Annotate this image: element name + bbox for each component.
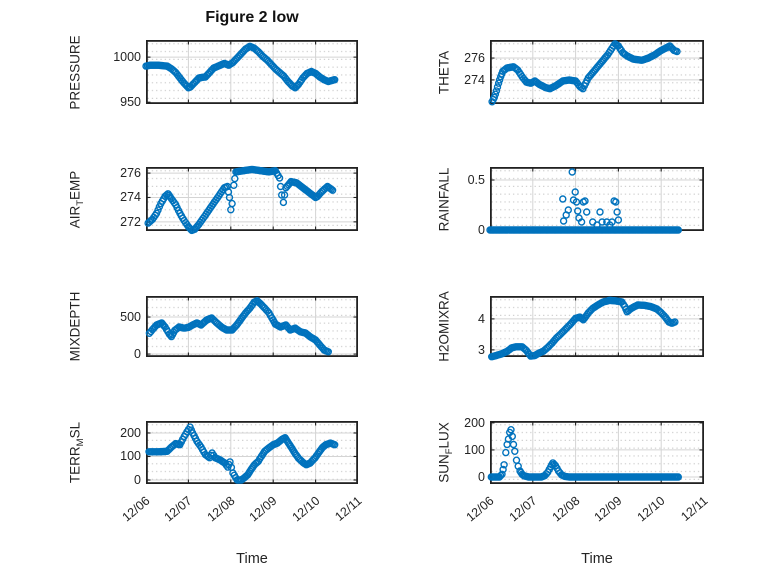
y-tick-label: 4 <box>478 311 485 326</box>
x-tick-label: 12/09 <box>591 493 625 525</box>
y-tick-label: 200 <box>464 415 485 430</box>
plot-canvas-THETA <box>488 39 704 106</box>
data-series-H2OMIXRA <box>488 296 679 361</box>
x-axis-title-right: Time <box>581 551 613 567</box>
data-series-TERR_MSL <box>145 423 339 484</box>
subplot-TERR_MSL: 0 100 200 TERRMSL 12/06 12/07 12/08 12/09 12/10 1… <box>68 420 364 524</box>
y-axis-label-H2OMIXRA: H2OMIXRA <box>436 291 452 362</box>
plot-canvas-MIXDEPTH <box>145 295 358 358</box>
plot-canvas-SUN_FLUX <box>487 420 704 485</box>
x-tick-label: 12/08 <box>549 493 583 525</box>
y-tick-label: 0 <box>134 347 141 362</box>
x-tick-label: 12/11 <box>332 493 365 524</box>
subplot-H2OMIXRA: 3 4 H2OMIXRA <box>437 291 704 362</box>
x-tick-label: 12/11 <box>678 493 711 524</box>
y-tick-label: 0 <box>478 469 485 484</box>
y-tick-label: 0.5 <box>467 173 485 187</box>
subplot-PRESSURE: 950 1000 PRESSURE <box>68 35 358 109</box>
y-axis-label-TERR_MSL: TERRMSL <box>67 421 87 484</box>
y-axis-label-RAINFALL: RAINFALL <box>436 167 452 231</box>
y-tick-label: 276 <box>120 166 141 181</box>
y-tick-label: 272 <box>120 214 141 229</box>
y-tick-label: 0 <box>134 473 141 487</box>
plot-canvas-PRESSURE <box>142 39 358 105</box>
x-tick-label: 12/07 <box>506 493 540 525</box>
plot-canvas-AIR_TEMP <box>144 165 358 235</box>
y-tick-label: 500 <box>120 310 141 325</box>
y-tick-label: 276 <box>464 51 485 66</box>
data-series-RAINFALL <box>486 168 683 234</box>
data-series-AIR_TEMP <box>144 165 337 235</box>
plot-canvas-RAINFALL <box>486 166 704 234</box>
data-series-SUN_FLUX <box>487 425 683 481</box>
y-tick-label: 100 <box>464 442 485 457</box>
figure-title: Figure 2 low <box>205 9 299 26</box>
x-axis-title-left: Time <box>236 551 268 567</box>
y-axis-label-SUN_FLUX: SUNFLUX <box>436 422 456 483</box>
x-tick-label: 12/09 <box>246 493 280 525</box>
y-tick-label: 950 <box>120 95 141 110</box>
y-axis-label-MIXDEPTH: MIXDEPTH <box>67 291 83 362</box>
subplot-THETA: 274 276 THETA <box>437 39 704 106</box>
x-tick-label: 12/06 <box>463 493 497 525</box>
subplot-MIXDEPTH: 0 500 MIXDEPTH <box>68 292 358 361</box>
data-series-MIXDEPTH <box>145 296 333 356</box>
plot-canvas-TERR_MSL <box>145 420 358 485</box>
y-axis-label-THETA: THETA <box>436 50 452 94</box>
x-tick-label: 12/06 <box>119 493 153 525</box>
subplot-AIR_TEMP: 272 274 276 AIRTEMP <box>68 165 358 235</box>
y-tick-label: 274 <box>464 72 485 87</box>
x-tick-label: 12/10 <box>289 493 323 525</box>
subplot-SUN_FLUX: 0 100 200 SUNFLUX 12/06 12/07 12/08 12/09 12/10 1… <box>437 416 711 525</box>
y-tick-label: 100 <box>120 449 141 464</box>
y-axis-label-AIR_TEMP: AIRTEMP <box>67 170 87 228</box>
y-tick-label: 274 <box>120 190 141 205</box>
y-tick-label: 200 <box>120 425 141 440</box>
x-tick-label: 12/08 <box>204 493 238 525</box>
y-axis-label-PRESSURE: PRESSURE <box>67 34 83 110</box>
y-tick-label: 1000 <box>113 50 141 65</box>
data-series-THETA <box>488 40 681 106</box>
data-series-PRESSURE <box>142 42 339 92</box>
x-tick-label: 12/10 <box>634 493 668 525</box>
subplot-RAINFALL: 0 0.5 RAINFALL <box>437 166 704 237</box>
plot-canvas-H2OMIXRA <box>488 295 704 361</box>
y-tick-label: 0 <box>478 223 485 237</box>
y-tick-label: 3 <box>478 342 485 357</box>
x-tick-label: 12/07 <box>161 493 195 525</box>
